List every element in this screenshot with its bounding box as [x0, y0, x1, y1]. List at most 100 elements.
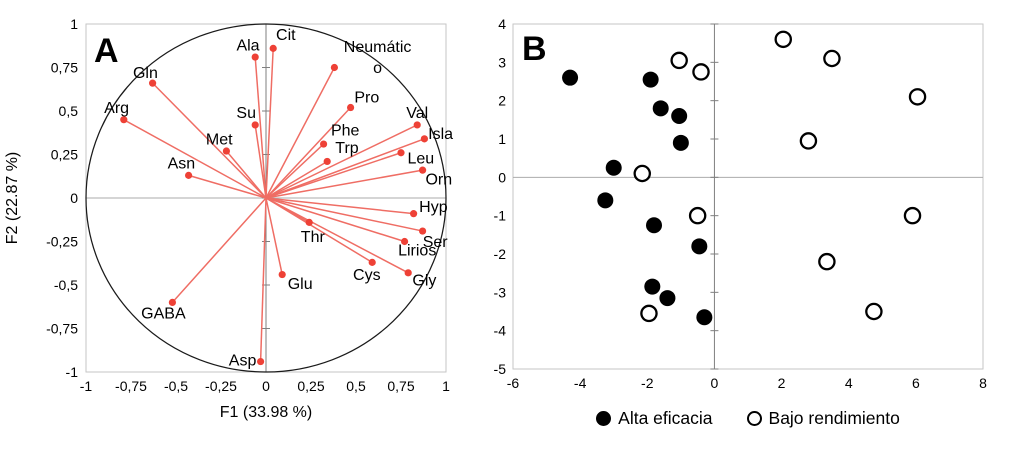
vector-label: Met	[206, 131, 233, 148]
x-tick-label: -1	[80, 378, 93, 394]
vector-label: Lirios	[398, 243, 436, 260]
legend-label-bajo-rendimiento: Bajo rendimiento	[768, 407, 900, 428]
vector-line	[265, 197, 373, 264]
x-tick-label: 0,5	[346, 378, 366, 394]
x-tick-label: 6	[912, 375, 920, 391]
vector-line	[265, 197, 283, 275]
series-bajo-rendimiento	[633, 30, 927, 323]
data-point-open	[903, 206, 922, 225]
vector-label: Asn	[168, 156, 196, 173]
data-point-filled	[562, 69, 579, 86]
data-point-filled	[696, 309, 713, 326]
vector-point	[149, 79, 157, 87]
vector-line	[254, 124, 267, 199]
vector-point	[185, 171, 193, 179]
vector-label: Ser	[423, 234, 449, 251]
vector-label: Pro	[354, 90, 379, 107]
vector-line	[259, 197, 267, 362]
data-point-open	[692, 63, 710, 81]
x-tick-label: 0,25	[297, 378, 324, 394]
vector-line	[265, 197, 423, 232]
data-point-open	[823, 49, 841, 68]
vector-point	[413, 121, 421, 129]
vector-point	[323, 157, 331, 166]
legend-item-bajo-rendimiento: Bajo rendimiento	[746, 407, 900, 429]
x-tick-label: 0	[262, 378, 270, 394]
x-tick-label: 2	[778, 375, 786, 391]
vector-point	[397, 149, 405, 157]
data-point-filled	[671, 108, 688, 124]
vector-point	[320, 140, 328, 148]
vector-label: Hyp	[419, 199, 448, 216]
data-point-open	[865, 302, 883, 321]
vector-point	[330, 63, 338, 72]
vector-line	[171, 197, 267, 303]
data-point-open	[670, 51, 688, 70]
vector-point	[222, 147, 230, 155]
vector-label: Neumátic o	[344, 39, 412, 77]
x-tick-label: -4	[574, 375, 587, 391]
vector-point	[401, 237, 409, 246]
vector-point	[420, 135, 428, 143]
panel-b: -6 -4 -2 0 2 4 6 8 4 3 2 1 0 -1 -2 -3 -4 -5 B	[494, 16, 988, 391]
vector-label: Val	[406, 105, 428, 122]
vector-line	[265, 152, 402, 199]
y-tick-label: -5	[494, 361, 507, 377]
correlation-circle	[85, 23, 447, 373]
x-tick-label: -0,75	[115, 378, 147, 394]
vector-point	[305, 218, 313, 226]
vector-line	[123, 119, 267, 199]
y-tick-label: 0,75	[51, 60, 78, 76]
y-tick-label: -1	[66, 364, 79, 380]
y-tick-label: 1	[498, 131, 506, 147]
data-point-filled	[691, 238, 708, 255]
data-point-filled	[597, 192, 614, 209]
vector-line	[265, 197, 414, 215]
vector-point	[168, 298, 176, 306]
vector-point	[251, 53, 259, 61]
y-tick-label: 3	[498, 54, 506, 70]
data-point-filled	[642, 71, 659, 88]
x-tick-label: 0	[711, 375, 719, 391]
legend-item-alta-eficacia: Alta eficacia	[596, 408, 713, 429]
open-circle-marker	[746, 410, 762, 426]
vector-label: Trp	[335, 140, 359, 157]
data-point-open	[908, 88, 927, 106]
vector-line	[265, 67, 336, 199]
vector-line	[265, 107, 352, 199]
vector-label: Gly	[412, 272, 436, 289]
vector-line	[265, 169, 423, 199]
vector-line	[265, 138, 425, 199]
vector-point	[120, 116, 128, 124]
data-point-open	[818, 252, 836, 271]
data-point-open	[774, 30, 793, 49]
data-point-filled	[659, 290, 676, 307]
vector-point	[419, 227, 427, 235]
legend: Alta eficacia Bajo rendimiento	[513, 405, 983, 431]
vector-line	[265, 160, 328, 199]
vector-label: Leu	[407, 150, 434, 167]
vector-point	[347, 103, 355, 112]
x-tick-label: 0,75	[387, 378, 414, 394]
data-point-filled	[652, 100, 669, 117]
y-tick-label: -4	[494, 323, 507, 339]
x-tick-label: -6	[507, 375, 520, 391]
y-tick-label: -1	[494, 208, 507, 224]
x-tick-label: -0,25	[205, 378, 237, 394]
vector-line	[254, 57, 267, 199]
vector-point	[404, 269, 412, 277]
vector-label: Isla	[428, 126, 453, 143]
data-point-filled	[646, 217, 662, 234]
y-tick-label: -0,25	[46, 234, 78, 250]
y-tick-label: 2	[498, 93, 506, 109]
y-tick-label: 1	[70, 16, 78, 32]
x-axis-title: F1 (33.98 %)	[220, 404, 312, 421]
x-tick-label: 8	[979, 375, 987, 391]
vector-line	[265, 143, 325, 199]
filled-circle-marker	[596, 410, 612, 426]
y-tick-label: 0,25	[51, 147, 78, 163]
vector-point	[368, 258, 376, 266]
